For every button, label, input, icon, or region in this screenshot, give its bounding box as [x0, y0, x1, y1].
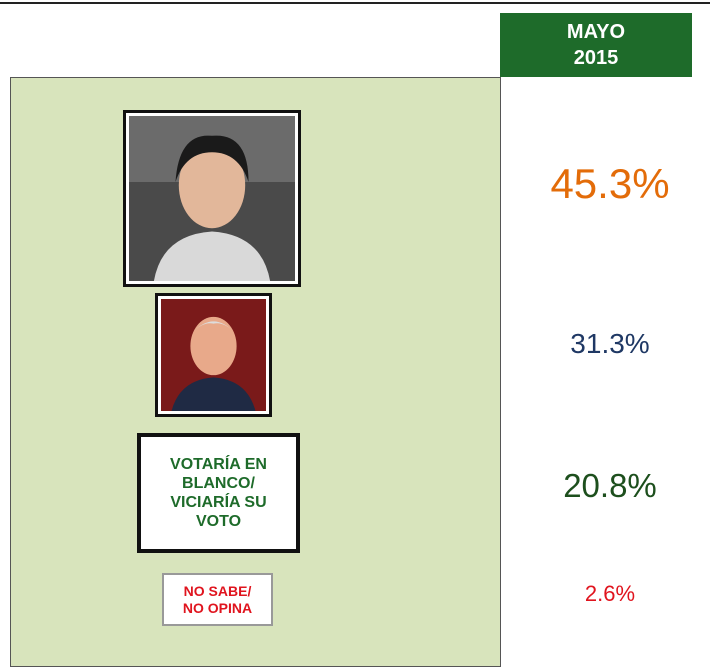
percentage: 2.6% — [584, 581, 636, 606]
header-line: 2015 — [573, 47, 619, 69]
percentage: 45.3% — [550, 160, 670, 207]
option-label: NO SABE/ NO OPINA — [162, 573, 273, 626]
photo-placeholder — [129, 116, 295, 281]
percentage: 31.3% — [570, 328, 650, 359]
label-line: NO OPINA — [182, 599, 253, 616]
label-line: NO SABE/ — [183, 582, 252, 599]
percentage: 20.8% — [563, 467, 657, 504]
label-line: VOTARÍA EN — [170, 455, 267, 473]
top-rule — [0, 2, 710, 4]
label-line: VICIARÍA SU — [170, 494, 267, 511]
photo-placeholder — [161, 299, 266, 411]
candidate-photo — [123, 110, 301, 287]
label-line: BLANCO/ — [182, 474, 255, 492]
column-header: MAYO 2015 — [500, 13, 692, 77]
option-label: VOTARÍA EN BLANCO/ VICIARÍA SU VOTO — [137, 433, 300, 553]
label-line: VOTO — [195, 513, 242, 531]
header-line: MAYO — [566, 21, 626, 43]
candidate-photo — [155, 293, 272, 417]
